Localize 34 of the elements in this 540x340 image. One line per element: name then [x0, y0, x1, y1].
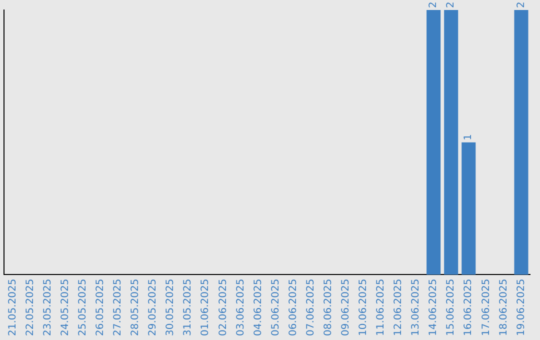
x-tick-label: 13.06.2025 [410, 278, 422, 336]
x-tick-label: 05.06.2025 [270, 278, 282, 336]
x-tick-label: 04.06.2025 [252, 278, 264, 336]
x-tick-label: 10.06.2025 [358, 278, 370, 336]
x-tick-label: 24.05.2025 [60, 278, 71, 336]
x-tick-label: 18.06.2025 [498, 278, 510, 336]
x-tick-label: 01.06.2025 [200, 278, 212, 336]
data-label: 1 [463, 134, 474, 140]
x-tick-label: 19.06.2025 [516, 278, 527, 336]
x-tick-label: 21.05.2025 [7, 278, 18, 336]
x-tick-label: 02.06.2025 [218, 278, 229, 336]
x-tick-label: 29.05.2025 [148, 278, 159, 336]
x-tick-label: 30.05.2025 [165, 278, 176, 336]
x-tick-label: 08.06.2025 [322, 278, 334, 336]
x-tick-label: 12.06.2025 [393, 278, 404, 336]
x-tick-label: 22.05.2025 [24, 278, 36, 336]
x-tick-label: 31.05.2025 [182, 278, 194, 336]
x-tick-label: 15.06.2025 [446, 278, 457, 336]
x-tick-label: 23.05.2025 [42, 278, 54, 336]
x-tick-label: 16.06.2025 [463, 278, 474, 336]
data-label: 2 [428, 2, 440, 8]
data-label: 2 [516, 2, 527, 8]
x-tick-label: 09.06.2025 [340, 278, 352, 336]
x-tick-label: 28.05.2025 [130, 278, 142, 336]
data-label: 2 [446, 2, 457, 8]
x-tick-label: 25.05.2025 [77, 278, 88, 336]
x-tick-label: 26.05.2025 [95, 278, 106, 336]
x-tick-label: 17.06.2025 [480, 278, 492, 336]
x-tick-label: 11.06.2025 [376, 278, 387, 336]
x-tick-label: 14.06.2025 [428, 278, 440, 336]
x-tick-label: 06.06.2025 [288, 278, 299, 336]
x-tick-label: 03.06.2025 [235, 278, 246, 336]
x-tick-label: 07.06.2025 [305, 278, 316, 336]
x-tick-label: 27.05.2025 [112, 278, 124, 336]
